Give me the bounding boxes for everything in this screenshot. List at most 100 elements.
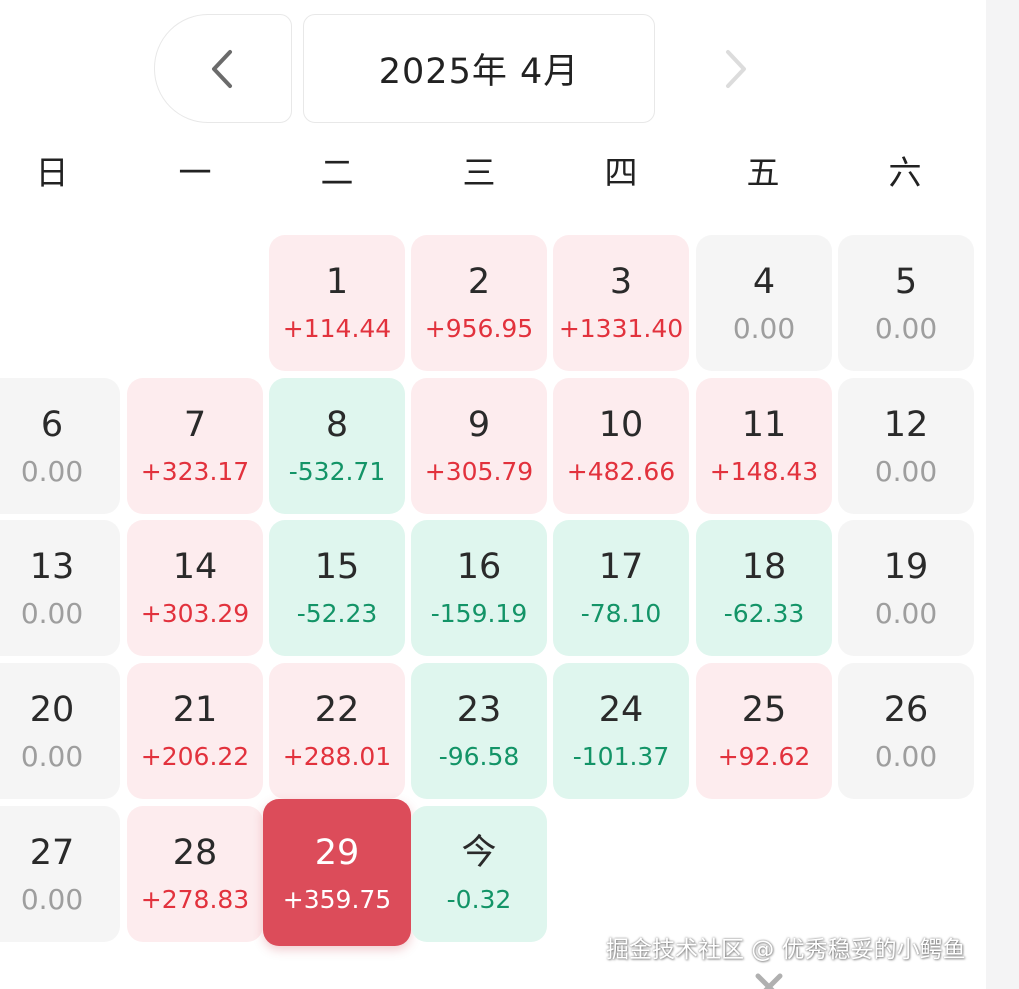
day-number: 2 [467, 262, 491, 302]
prev-month-button[interactable] [154, 14, 292, 123]
day-value: -52.23 [296, 599, 378, 628]
day-cell[interactable]: 18 -62.33 [696, 520, 832, 656]
day-number: 19 [883, 547, 929, 587]
weekday-wed: 三 [462, 153, 496, 192]
day-number: 8 [325, 405, 349, 445]
day-number: 4 [752, 262, 776, 302]
day-number: 20 [29, 690, 75, 730]
day-number: 26 [883, 690, 929, 730]
chevron-right-icon [726, 49, 746, 88]
day-value: +323.17 [140, 457, 250, 486]
day-number: 27 [29, 833, 75, 873]
day-cell-selected[interactable]: 29 +359.75 [263, 799, 411, 946]
day-value: +288.01 [282, 742, 392, 771]
day-value: -532.71 [288, 457, 386, 486]
day-value: -159.19 [430, 599, 528, 628]
day-number: 3 [609, 262, 633, 302]
scrollbar-track[interactable] [986, 0, 1019, 989]
day-cell[interactable]: 13 0.00 [0, 520, 120, 656]
day-number: 1 [325, 262, 349, 302]
day-value: 0.00 [20, 455, 84, 488]
day-value: +278.83 [140, 885, 250, 914]
day-cell[interactable]: 15 -52.23 [269, 520, 405, 656]
day-cell[interactable]: 19 0.00 [838, 520, 974, 656]
day-number: 28 [172, 833, 218, 873]
day-value: 0.00 [874, 597, 938, 630]
weekday-sat: 六 [888, 153, 922, 192]
weekday-tue: 二 [320, 153, 354, 192]
day-number: 25 [741, 690, 787, 730]
day-cell[interactable]: 3 +1331.40 [553, 235, 689, 371]
day-value: +359.75 [282, 885, 392, 914]
day-number: 12 [883, 405, 929, 445]
day-number: 6 [40, 405, 64, 445]
day-cell[interactable]: 21 +206.22 [127, 663, 263, 799]
day-cell[interactable]: 12 0.00 [838, 378, 974, 514]
weekday-thu: 四 [604, 153, 638, 192]
day-cell[interactable]: 4 0.00 [696, 235, 832, 371]
day-value: 0.00 [874, 740, 938, 773]
day-value: 0.00 [732, 312, 796, 345]
day-number: 11 [741, 405, 787, 445]
day-number: 24 [598, 690, 644, 730]
day-number: 29 [314, 833, 360, 873]
weekday-sun: 日 [35, 153, 69, 192]
chevron-left-icon [212, 49, 232, 88]
day-cell[interactable]: 25 +92.62 [696, 663, 832, 799]
day-cell[interactable]: 22 +288.01 [269, 663, 405, 799]
watermark-text: 掘金技术社区 @ 优秀稳妥的小鳄鱼 [606, 937, 966, 963]
day-cell[interactable]: 28 +278.83 [127, 806, 263, 942]
day-value: -96.58 [438, 742, 520, 771]
day-number: 15 [314, 547, 360, 587]
day-number: 9 [467, 405, 491, 445]
day-cell[interactable]: 6 0.00 [0, 378, 120, 514]
day-number: 今 [461, 833, 497, 873]
day-cell[interactable]: 24 -101.37 [553, 663, 689, 799]
day-cell[interactable]: 27 0.00 [0, 806, 120, 942]
day-number: 5 [894, 262, 918, 302]
day-cell[interactable]: 1 +114.44 [269, 235, 405, 371]
day-number: 16 [456, 547, 502, 587]
day-value: +482.66 [566, 457, 676, 486]
day-cell[interactable]: 17 -78.10 [553, 520, 689, 656]
day-number: 21 [172, 690, 218, 730]
next-month-button[interactable] [666, 14, 804, 123]
day-number: 22 [314, 690, 360, 730]
day-cell[interactable]: 20 0.00 [0, 663, 120, 799]
day-cell[interactable]: 10 +482.66 [553, 378, 689, 514]
day-cell[interactable]: 7 +323.17 [127, 378, 263, 514]
day-value: +303.29 [140, 599, 250, 628]
day-cell[interactable]: 2 +956.95 [411, 235, 547, 371]
day-cell[interactable]: 16 -159.19 [411, 520, 547, 656]
day-number: 23 [456, 690, 502, 730]
day-value: -78.10 [580, 599, 662, 628]
day-cell[interactable]: 11 +148.43 [696, 378, 832, 514]
day-value: 0.00 [874, 312, 938, 345]
day-cell[interactable]: 23 -96.58 [411, 663, 547, 799]
day-cell[interactable]: 今 -0.32 [411, 806, 547, 942]
day-cell[interactable]: 9 +305.79 [411, 378, 547, 514]
day-number: 17 [598, 547, 644, 587]
day-value: 0.00 [20, 883, 84, 916]
day-number: 10 [598, 405, 644, 445]
day-value: -62.33 [723, 599, 805, 628]
day-value: 0.00 [20, 597, 84, 630]
day-value: +206.22 [140, 742, 250, 771]
weekday-mon: 一 [178, 153, 212, 192]
weekday-fri: 五 [746, 153, 780, 192]
day-value: 0.00 [20, 740, 84, 773]
day-number: 7 [183, 405, 207, 445]
day-cell[interactable]: 8 -532.71 [269, 378, 405, 514]
close-icon [750, 968, 790, 989]
day-value: 0.00 [874, 455, 938, 488]
day-value: -101.37 [572, 742, 670, 771]
day-value: +1331.40 [558, 314, 684, 343]
month-title: 2025年 4月 [303, 14, 655, 123]
day-cell[interactable]: 5 0.00 [838, 235, 974, 371]
day-value: +92.62 [717, 742, 811, 771]
day-value: +305.79 [424, 457, 534, 486]
day-value: -0.32 [446, 885, 512, 914]
day-cell[interactable]: 14 +303.29 [127, 520, 263, 656]
day-number: 13 [29, 547, 75, 587]
day-cell[interactable]: 26 0.00 [838, 663, 974, 799]
